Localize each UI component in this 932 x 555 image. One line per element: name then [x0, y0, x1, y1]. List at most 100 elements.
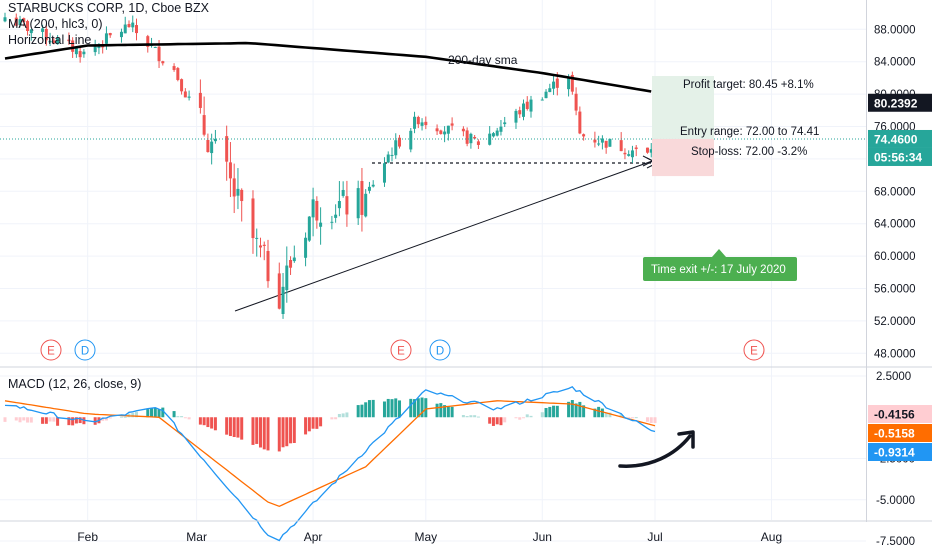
- candle-body: [258, 245, 262, 248]
- candle-body: [82, 51, 86, 55]
- macd-histogram-bar: [74, 417, 78, 424]
- candle-body: [266, 250, 270, 282]
- macd-histogram-bar: [14, 417, 18, 421]
- macd-histogram-bar: [476, 416, 480, 418]
- candle-body: [251, 198, 255, 239]
- candle-body: [101, 46, 105, 48]
- candle-body: [153, 46, 157, 48]
- candle-body: [382, 163, 386, 183]
- macd-histogram-bar: [262, 417, 266, 450]
- candle-body: [307, 216, 311, 241]
- candle-body: [146, 36, 150, 47]
- macd-histogram-bar: [597, 406, 601, 418]
- macd-histogram-bar: [630, 417, 634, 419]
- candle-body: [514, 110, 518, 123]
- candle-body: [330, 221, 334, 223]
- macd-histogram-bar: [48, 417, 52, 422]
- last-price-label: 74.4600: [874, 132, 918, 146]
- candle-body: [525, 101, 529, 109]
- candle-body: [67, 39, 71, 42]
- macd-histogram-bar: [514, 417, 518, 419]
- annotations: 80.2392 74.4600 05:56:34 -0.4156 -0.5158 -0.9…: [40, 53, 932, 461]
- candle-body: [48, 40, 52, 43]
- candle-body: [277, 273, 281, 309]
- macd-histogram-bar: [604, 412, 608, 418]
- macd-histogram-bar: [251, 417, 255, 445]
- macd-histogram-bar: [176, 416, 180, 418]
- candle-body: [52, 40, 56, 44]
- macd-histogram-bar: [420, 397, 424, 418]
- macd-histogram-bar: [225, 417, 229, 435]
- macd-tick-label: 2.5000: [876, 371, 911, 383]
- dividend-event-icon: [74, 339, 96, 361]
- macd-histogram-bar: [29, 417, 33, 423]
- macd-histogram-bar: [570, 400, 574, 418]
- candlestick-series: [3, 12, 657, 319]
- macd-histogram-bar: [495, 417, 499, 425]
- ma-indicator-label[interactable]: MA (200, hlc3, 0): [8, 17, 103, 31]
- macd-histogram-bar: [503, 417, 507, 423]
- sma-200-line: [4, 41, 652, 93]
- candle-body: [319, 222, 323, 227]
- symbol-title[interactable]: STARBUCKS CORP, 1D, Cboe BZX: [8, 1, 209, 15]
- macd-histogram-bar: [71, 417, 75, 426]
- candle-body: [597, 143, 601, 145]
- candle-body: [582, 134, 586, 137]
- macd-indicator-label[interactable]: MACD (12, 26, close, 9): [8, 377, 142, 391]
- event-marker-letter: E: [47, 346, 55, 358]
- countdown-label: 05:56:34: [874, 150, 922, 164]
- candle-body: [210, 141, 214, 154]
- macd-histogram-bar: [202, 417, 206, 426]
- candle-body: [180, 79, 184, 92]
- candle-body: [367, 186, 371, 191]
- candle-body: [26, 21, 30, 31]
- candle-body: [172, 66, 176, 70]
- macd-histogram-bar: [394, 398, 398, 418]
- candle-body: [255, 237, 259, 239]
- candle-body: [345, 196, 349, 215]
- candle-body: [450, 123, 454, 126]
- candle-body: [360, 181, 364, 215]
- candle-body: [552, 81, 556, 89]
- macd-histogram-bar: [150, 408, 154, 418]
- horizontal-line-label[interactable]: Horizontal Line: [8, 33, 92, 47]
- macd-histogram-bar: [266, 417, 270, 451]
- candle-body: [623, 152, 627, 155]
- macd-histogram-bar: [439, 403, 443, 418]
- trade-zones: [0, 76, 866, 177]
- macd-histogram-bar: [304, 417, 308, 435]
- macd-legend: MACD (12, 26, close, 9): [8, 376, 141, 392]
- macd-histogram-bar: [552, 405, 556, 418]
- macd-tick-label: -5.0000: [876, 495, 915, 507]
- candle-body: [364, 193, 368, 217]
- candle-body: [341, 189, 345, 196]
- candle-body: [281, 286, 285, 314]
- macd-histogram-bar: [435, 403, 439, 418]
- sma-price-label-bg: [868, 93, 932, 112]
- macd-histogram-bar: [356, 405, 360, 418]
- candle-body: [337, 201, 341, 209]
- event-marker-letter: D: [436, 346, 444, 358]
- macd-histogram-bar: [619, 414, 623, 418]
- candle-body: [567, 77, 571, 90]
- candle-body: [311, 199, 315, 218]
- macd-histogram-bar: [390, 399, 394, 418]
- macd-histogram-bar: [548, 406, 552, 418]
- macd-histogram-bar: [206, 417, 210, 428]
- candle-body: [104, 33, 108, 44]
- macd-histogram-bar: [44, 417, 48, 424]
- price-tick-label: 60.0000: [874, 251, 916, 263]
- last-price-label-bg: [868, 129, 932, 148]
- macd-histogram-bar: [319, 417, 323, 427]
- price-tick-label: 56.0000: [874, 284, 916, 296]
- profit-zone: [652, 76, 714, 139]
- macd-histogram-bar: [157, 409, 161, 418]
- macd-histogram-bar: [161, 407, 165, 418]
- candle-body: [398, 137, 402, 147]
- event-marker-letter: E: [397, 346, 405, 358]
- candle-body: [262, 244, 266, 246]
- macd-histogram-bar: [555, 405, 559, 418]
- macd-value-label: -0.9314: [874, 446, 915, 460]
